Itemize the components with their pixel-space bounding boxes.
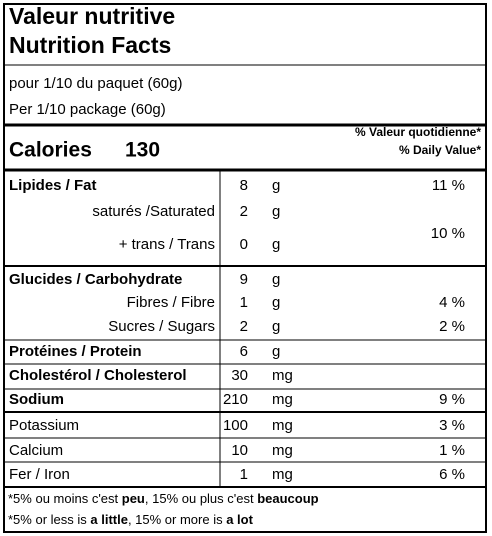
nutrient-amount: 8 (240, 177, 248, 194)
footnote-part: , 15% ou plus c'est (145, 491, 257, 506)
nutrient-amount: 2 (240, 203, 248, 220)
nutrient-amount: 210 (223, 391, 248, 408)
title-fr: Valeur nutritive (9, 3, 175, 29)
nutrient-dv: 6 % (439, 466, 465, 483)
nutrient-unit: g (272, 343, 280, 360)
nutrient-name: Calcium (9, 442, 63, 459)
nutrient-name: Cholestérol / Cholesterol (9, 367, 187, 384)
nutrient-unit: g (272, 236, 280, 253)
footnote-part: beaucoup (257, 491, 318, 506)
nutrient-unit: g (272, 271, 280, 288)
nutrient-unit: g (272, 203, 280, 220)
nutrient-dv: 3 % (439, 417, 465, 434)
nutrient-unit: g (272, 318, 280, 335)
nutrient-name: Fibres / Fibre (127, 294, 215, 311)
footnote: *5% or less is a little, 15% or more is … (8, 512, 254, 527)
nutrient-amount: 0 (240, 236, 248, 253)
nutrient-amount: 6 (240, 343, 248, 360)
nutrient-name: + trans / Trans (119, 236, 215, 253)
nutrient-amount: 10 (231, 442, 248, 459)
footnote-part: peu (122, 491, 145, 506)
nutrient-name: Fer / Iron (9, 466, 70, 483)
nutrient-dv: 9 % (439, 391, 465, 408)
nutrient-amount: 30 (231, 367, 248, 384)
nutrient-unit: g (272, 294, 280, 311)
footnote-part: a little (90, 512, 128, 527)
footnote-part: *5% ou moins c'est (8, 491, 122, 506)
title-en: Nutrition Facts (9, 32, 171, 58)
nutrient-dv: 11 % (432, 177, 465, 194)
nutrient-dv: 2 % (439, 318, 465, 335)
footnote-part: a lot (226, 512, 253, 527)
calories-value: 130 (125, 139, 160, 162)
nutrient-dv: 4 % (439, 294, 465, 311)
nutrient-name: Sodium (9, 391, 64, 408)
nutrient-name: Potassium (9, 417, 79, 434)
serving-fr: pour 1/10 du paquet (60g) (9, 75, 182, 92)
nutrient-unit: mg (272, 442, 293, 459)
serving-en: Per 1/10 package (60g) (9, 101, 166, 118)
nutrient-dv: 1 % (439, 442, 465, 459)
dv-header-fr: % Valeur quotidienne* (355, 125, 481, 139)
nutrient-name: saturés /Saturated (92, 203, 215, 220)
nutrient-amount: 1 (240, 294, 248, 311)
nutrient-unit: g (272, 177, 280, 194)
nutrient-unit: mg (272, 391, 293, 408)
nutrient-unit: mg (272, 417, 293, 434)
nutrient-name: Protéines / Protein (9, 343, 142, 360)
footnote-part: , 15% or more is (128, 512, 226, 527)
footnote-part: *5% or less is (8, 512, 90, 527)
nutrient-name: Glucides / Carbohydrate (9, 271, 182, 288)
combined-dv: 10 % (431, 225, 465, 242)
calories-label: Calories (9, 139, 92, 162)
nutrient-amount: 1 (240, 466, 248, 483)
nutrient-name: Sucres / Sugars (108, 318, 215, 335)
label-border (3, 3, 487, 533)
nutrient-amount: 100 (223, 417, 248, 434)
nutrient-unit: mg (272, 367, 293, 384)
dv-header-en: % Daily Value* (399, 143, 481, 157)
nutrient-amount: 9 (240, 271, 248, 288)
nutrient-name: Lipides / Fat (9, 177, 97, 194)
nutrient-amount: 2 (240, 318, 248, 335)
footnote: *5% ou moins c'est peu, 15% ou plus c'es… (8, 491, 319, 506)
nutrient-unit: mg (272, 466, 293, 483)
